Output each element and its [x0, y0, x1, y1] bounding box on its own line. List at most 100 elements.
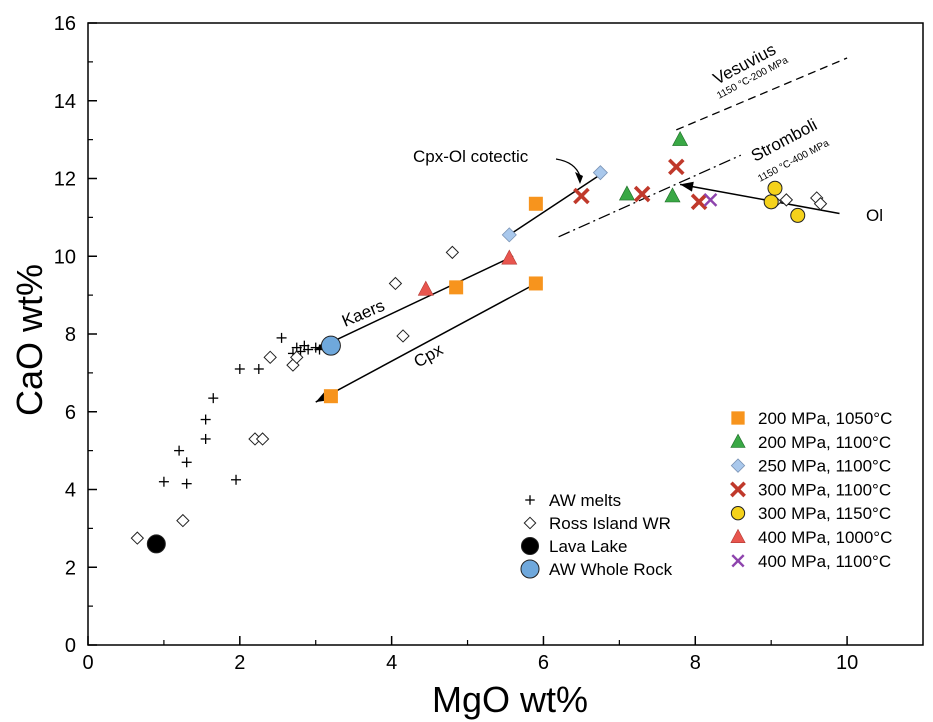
300-mpa-1150-c-point	[790, 207, 806, 223]
aw-melts-point	[181, 457, 192, 468]
lava-lake-point	[146, 534, 166, 554]
y-tick-label: 2	[65, 557, 76, 579]
aw-melts-point	[181, 478, 192, 489]
aw-melts-point	[174, 445, 185, 456]
aw-melts-point	[303, 344, 314, 355]
x-tick-label: 6	[538, 652, 549, 674]
y-tick-label: 12	[54, 169, 76, 191]
400-mpa-1100-c-legend-label: 400 MPa, 1100°C	[758, 552, 891, 571]
200-mpa-1050-c-point	[323, 389, 338, 404]
x-tick-label: 0	[82, 652, 93, 674]
300-mpa-1100-c-legend-label: 300 MPa, 1100°C	[758, 480, 891, 499]
250-mpa-1100-c-point	[501, 227, 517, 243]
ross-island-wr-point	[255, 432, 270, 446]
x-stroke-b	[668, 158, 685, 176]
x-tick-label: 10	[836, 652, 858, 674]
y-tick-label: 6	[65, 402, 76, 424]
x-tick-label: 8	[690, 652, 701, 674]
200-mpa-1100-c-point	[672, 130, 689, 146]
cotectic-pointer-arrowhead	[575, 172, 583, 184]
y-tick-label: 10	[54, 246, 76, 268]
x-tick-label: 2	[234, 652, 245, 674]
lava-lake-legend-marker	[520, 536, 540, 556]
stromboli-line	[558, 154, 742, 238]
cpx-label: Cpx	[411, 340, 447, 372]
300-mpa-1100-c-point	[633, 185, 651, 203]
ol-trend-arrowhead	[680, 181, 694, 192]
ross-island-wr-legend-label: Ross Island WR	[549, 514, 671, 533]
300-mpa-1150-c-legend-marker	[730, 506, 746, 521]
aw-whole-rock-legend-label: AW Whole Rock	[549, 560, 673, 579]
200-mpa-1100-c-point	[664, 187, 681, 203]
400-mpa-1000-c-legend-label: 400 MPa, 1000°C	[758, 528, 892, 547]
ross-island-wr-point	[396, 329, 410, 343]
300-mpa-1150-c-legend-label: 300 MPa, 1150°C	[758, 504, 891, 523]
kaers-trend	[315, 255, 514, 351]
y-tick-label: 0	[65, 635, 76, 657]
aw-melts-point	[253, 363, 264, 374]
trend-lines	[315, 173, 840, 403]
ross-island-wr-legend-marker	[523, 516, 537, 530]
200-mpa-1100-c-point	[618, 185, 635, 201]
y-tick-label: 8	[65, 324, 76, 346]
x-stroke-b	[730, 481, 746, 498]
y-tick-label: 4	[65, 480, 76, 502]
x-stroke-b	[573, 187, 590, 205]
ross-island-wr-point	[813, 197, 828, 211]
ross-island-wr-point	[263, 350, 277, 365]
data-points	[130, 130, 828, 554]
cpx-ol-cotectic-line	[508, 173, 601, 236]
axis-ticks	[87, 22, 848, 646]
ross-island-wr-point	[176, 513, 190, 528]
ross-island-wr-point	[779, 193, 794, 207]
axis-tick-labels: 0 2 4 6 8 10 0 2 4 6 8 10 12 14 16	[54, 13, 858, 674]
cotectic-pointer	[555, 158, 581, 177]
cpx-trend	[315, 280, 541, 403]
legend-sample-types: AW melts Ross Island WR Lava Lake AW Whole …	[520, 491, 673, 579]
300-mpa-1100-c-legend-marker	[730, 481, 746, 498]
lava-lake-legend-label: Lava Lake	[549, 537, 627, 556]
300-mpa-1100-c-point	[690, 193, 708, 211]
vesuvius-line	[676, 57, 848, 131]
x-tick-label: 4	[386, 652, 397, 674]
y-axis-title: CaO wt%	[9, 264, 50, 416]
ross-island-wr-point	[388, 276, 403, 291]
ross-island-wr-point	[290, 350, 304, 365]
aw-melts-point	[200, 433, 211, 444]
200-mpa-1050-c-point	[528, 196, 543, 211]
aw-whole-rock-legend-marker	[520, 559, 540, 579]
300-mpa-1150-c-point	[767, 180, 783, 196]
250-mpa-1100-c-legend-marker	[730, 458, 746, 473]
250-mpa-1100-c-point	[592, 165, 608, 181]
200-mpa-1050-c-point	[449, 280, 464, 295]
200-mpa-1050-c-legend-marker	[731, 411, 745, 425]
200-mpa-1050-c-legend-label: 200 MPa, 1050°C	[758, 409, 892, 428]
aw-melts-legend-label: AW melts	[549, 491, 621, 510]
400-mpa-1100-c-legend-marker	[731, 554, 745, 568]
y-tick-label: 14	[54, 91, 76, 113]
aw-melts-point	[158, 476, 169, 487]
x-stroke-b	[633, 185, 651, 203]
ross-island-wr-point	[445, 245, 460, 260]
200-mpa-1100-c-legend-label: 200 MPa, 1100°C	[758, 433, 891, 452]
x-axis-title: MgO wt%	[432, 679, 588, 720]
ol-label: Ol	[866, 206, 883, 225]
aw-melts-point	[208, 393, 219, 404]
400-mpa-1100-c-point	[703, 193, 718, 207]
250-mpa-1100-c-legend-label: 250 MPa, 1100°C	[758, 457, 891, 476]
200-mpa-1100-c-legend-marker	[730, 433, 746, 448]
300-mpa-1150-c-point	[763, 194, 779, 210]
aw-whole-rock-point	[320, 335, 341, 356]
x-stroke-b	[731, 554, 745, 568]
cotectic-label: Cpx-Ol cotectic	[413, 147, 529, 166]
kaers-label: Kaers	[339, 296, 387, 331]
ross-island-wr-point	[130, 531, 145, 545]
300-mpa-1100-c-point	[668, 158, 685, 176]
300-mpa-1100-c-point	[573, 187, 590, 205]
400-mpa-1000-c-legend-marker	[730, 528, 746, 544]
400-mpa-1000-c-point	[417, 280, 434, 296]
y-tick-label: 16	[54, 13, 76, 35]
aw-melts-legend-marker	[525, 495, 535, 505]
200-mpa-1050-c-point	[528, 276, 543, 291]
